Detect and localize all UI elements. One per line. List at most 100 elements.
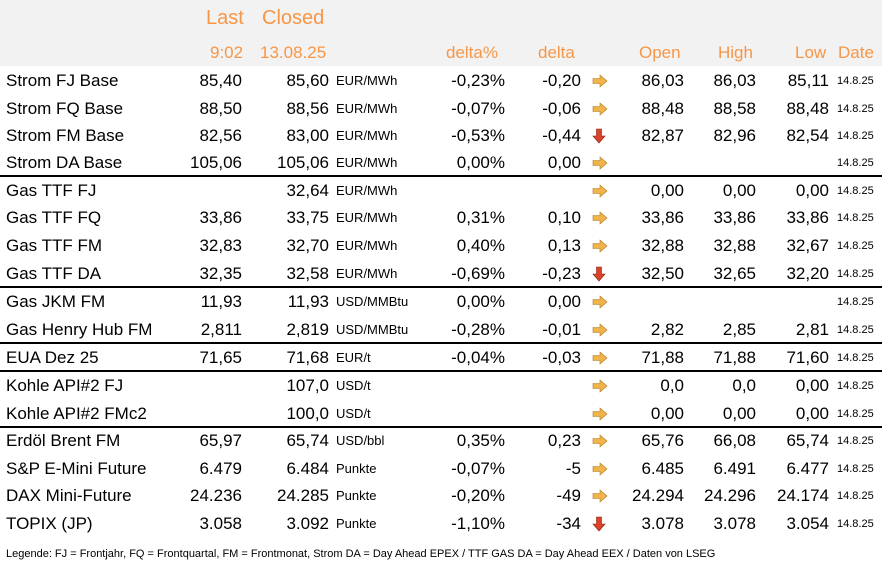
instrument-name: Erdöl Brent FM bbox=[6, 431, 121, 450]
cell-last: 85,40 bbox=[199, 71, 242, 90]
group-divider bbox=[0, 370, 882, 372]
trend-sideways-icon bbox=[592, 74, 608, 88]
table-row: Gas JKM FM 11,93 11,93 0,00% 0,00 USD/MMBtu 14… bbox=[0, 288, 882, 316]
cell-unit: EUR/MWh bbox=[336, 266, 398, 281]
cell-date: 14.8.25 bbox=[837, 185, 874, 197]
cell-dpct: -0,53% bbox=[451, 126, 505, 145]
table-row: Kohle API#2 FJ 107,0 0,0 0,0 0,00 USD/t 14.8.2… bbox=[0, 372, 882, 400]
cell-unit: EUR/MWh bbox=[336, 155, 398, 170]
table-row: Gas TTF FJ 32,64 0,00 0,00 0,00 EUR/MWh 14.8.2… bbox=[0, 177, 882, 205]
cell-last: 3.058 bbox=[199, 514, 242, 533]
cell-high: 32,88 bbox=[713, 236, 756, 255]
cell-last: 11,93 bbox=[200, 292, 242, 311]
header-last: Last bbox=[206, 7, 244, 29]
table-row: Strom FQ Base 88,50 88,56 -0,07% -0,06 88,48 8… bbox=[0, 95, 882, 123]
cell-dpct: -0,20% bbox=[451, 486, 505, 505]
table-row: Strom DA Base 105,06 105,06 0,00% 0,00 EUR/MW… bbox=[0, 149, 882, 177]
cell-high: 86,03 bbox=[713, 71, 756, 90]
cell-closed: 83,00 bbox=[286, 126, 329, 145]
cell-delta: -0,03 bbox=[542, 348, 581, 367]
table-row: S&P E-Mini Future 6.479 6.484 -0,07% -5 6.485… bbox=[0, 455, 882, 483]
cell-last: 2,811 bbox=[200, 320, 242, 339]
cell-unit: USD/MMBtu bbox=[336, 322, 409, 337]
cell-low: 33,86 bbox=[786, 208, 829, 227]
cell-closed: 3.092 bbox=[286, 514, 329, 533]
cell-high: 24.296 bbox=[704, 486, 756, 505]
instrument-name: Strom DA Base bbox=[6, 153, 123, 172]
cell-closed: 24.285 bbox=[277, 486, 329, 505]
cell-delta: -0,23 bbox=[542, 264, 581, 283]
cell-low: 88,48 bbox=[786, 99, 829, 118]
instrument-name: Gas TTF FQ bbox=[6, 208, 102, 227]
table-row: Gas TTF DA 32,35 32,58 -0,69% -0,23 32,50 32,6… bbox=[0, 260, 882, 288]
trend-sideways-icon bbox=[592, 489, 608, 503]
cell-date: 14.8.25 bbox=[837, 324, 874, 336]
group-divider bbox=[0, 342, 882, 344]
cell-closed: 105,06 bbox=[277, 153, 329, 172]
cell-dpct: -1,10% bbox=[451, 514, 505, 533]
cell-dpct: -0,23% bbox=[451, 71, 505, 90]
table-row: Strom FM Base 82,56 83,00 -0,53% -0,44 82,87 8… bbox=[0, 122, 882, 150]
trend-cell bbox=[592, 482, 610, 510]
cell-last: 33,86 bbox=[199, 208, 242, 227]
cell-open: 0,0 bbox=[660, 376, 684, 395]
trend-sideways-icon bbox=[592, 184, 608, 198]
cell-delta: -5 bbox=[565, 459, 581, 478]
header-high: High bbox=[718, 43, 753, 62]
instrument-name: DAX Mini-Future bbox=[6, 486, 132, 505]
trend-sideways-icon bbox=[592, 379, 608, 393]
cell-dpct: 0,31% bbox=[456, 208, 505, 227]
cell-open: 0,00 bbox=[650, 181, 684, 200]
cell-dpct: 0,00% bbox=[456, 153, 505, 172]
cell-last: 65,97 bbox=[199, 431, 242, 450]
legend-text: Legende: FJ = Frontjahr, FQ = Frontquart… bbox=[6, 548, 716, 560]
cell-delta: 0,10 bbox=[547, 208, 581, 227]
table-header: Last Closed 9:02 13.08.25 delta% delta O… bbox=[0, 0, 882, 66]
trend-cell bbox=[592, 232, 610, 260]
header-open: Open bbox=[639, 43, 681, 62]
cell-closed: 107,0 bbox=[286, 376, 329, 395]
header-delta: delta bbox=[538, 43, 575, 62]
cell-unit: Punkte bbox=[336, 516, 377, 531]
table-row: Gas Henry Hub FM 2,811 2,819 -0,28% -0,01 2,8… bbox=[0, 316, 882, 344]
cell-delta: -0,20 bbox=[542, 71, 581, 90]
instrument-name: Gas Henry Hub FM bbox=[6, 320, 153, 339]
instrument-name: S&P E-Mini Future bbox=[6, 459, 147, 478]
cell-open: 33,86 bbox=[641, 208, 684, 227]
cell-closed: 88,56 bbox=[286, 99, 329, 118]
cell-open: 86,03 bbox=[641, 71, 684, 90]
cell-closed: 85,60 bbox=[286, 71, 329, 90]
instrument-name: EUA Dez 25 bbox=[6, 348, 99, 367]
instrument-name: TOPIX (JP) bbox=[6, 514, 93, 533]
cell-last: 24.236 bbox=[190, 486, 242, 505]
trend-sideways-icon bbox=[592, 156, 608, 170]
cell-open: 32,50 bbox=[641, 264, 684, 283]
cell-delta: 0,00 bbox=[547, 153, 581, 172]
cell-unit: EUR/MWh bbox=[336, 238, 398, 253]
trend-cell bbox=[592, 400, 610, 428]
cell-unit: EUR/MWh bbox=[336, 73, 398, 88]
cell-closed: 6.484 bbox=[286, 459, 329, 478]
cell-date: 14.8.25 bbox=[837, 408, 874, 420]
cell-low: 0,00 bbox=[795, 404, 829, 423]
cell-dpct: -0,04% bbox=[451, 348, 505, 367]
cell-last: 71,65 bbox=[199, 348, 242, 367]
cell-unit: EUR/MWh bbox=[336, 183, 398, 198]
cell-low: 0,00 bbox=[795, 376, 829, 395]
cell-open: 71,88 bbox=[641, 348, 684, 367]
cell-unit: USD/bbl bbox=[336, 433, 385, 448]
cell-dpct: -0,07% bbox=[451, 459, 505, 478]
header-delta-pct: delta% bbox=[446, 43, 498, 62]
cell-open: 0,00 bbox=[650, 404, 684, 423]
trend-sideways-icon bbox=[592, 295, 608, 309]
trend-down-icon bbox=[592, 516, 606, 532]
cell-last: 32,35 bbox=[199, 264, 242, 283]
cell-date: 14.8.25 bbox=[837, 296, 874, 308]
trend-cell bbox=[592, 372, 610, 400]
cell-low: 2,81 bbox=[795, 320, 829, 339]
trend-sideways-icon bbox=[592, 239, 608, 253]
trend-sideways-icon bbox=[592, 462, 608, 476]
cell-dpct: 0,40% bbox=[456, 236, 505, 255]
trend-sideways-icon bbox=[592, 434, 608, 448]
cell-delta: -0,01 bbox=[542, 320, 581, 339]
